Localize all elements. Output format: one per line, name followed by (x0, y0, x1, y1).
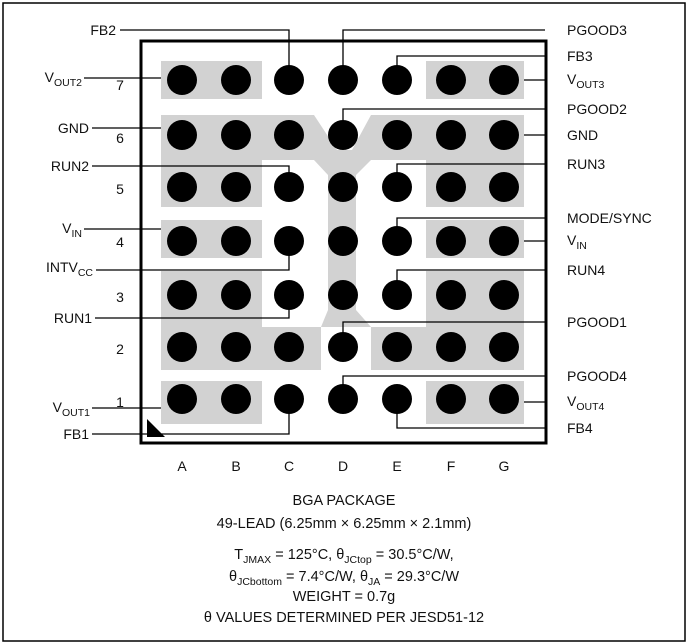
ball-F1 (436, 384, 466, 414)
ball-F4 (436, 226, 466, 256)
ball-D7 (328, 65, 358, 95)
pin1-marker (147, 419, 165, 437)
pin-label-pgood3: PGOOD3 (567, 22, 627, 38)
column-labels: A B C D E F G (177, 458, 509, 474)
ball-A3 (167, 280, 197, 310)
column-label: G (499, 458, 510, 474)
ball-D1 (328, 384, 358, 414)
pin-label-fb3: FB3 (567, 48, 593, 64)
pin-label-run2: RUN2 (51, 158, 89, 174)
pin-label-vout1: VOUT1 (53, 399, 91, 419)
pin-label-fb4: FB4 (567, 420, 593, 436)
ball-E6 (382, 120, 412, 150)
ball-B2 (221, 332, 251, 362)
ball-G4 (489, 226, 519, 256)
ball-F3 (436, 280, 466, 310)
ball-A4 (167, 226, 197, 256)
ball-F7 (436, 65, 466, 95)
pin-label-vout3: VOUT3 (567, 71, 605, 91)
ball-C5 (274, 172, 304, 202)
ball-F6 (436, 120, 466, 150)
caption-lead: 49-LEAD (6.25mm × 6.25mm × 2.1mm) (217, 516, 472, 532)
caption-package: BGA PACKAGE (293, 493, 396, 509)
ball-F5 (436, 172, 466, 202)
ball-D6 (328, 120, 358, 150)
ball-D4 (328, 226, 358, 256)
row-label: 6 (116, 130, 124, 146)
pin-label-vin-right: VIN (567, 232, 587, 252)
pin-label-gnd-right: GND (567, 127, 598, 143)
ball-G3 (489, 280, 519, 310)
caption-weight: WEIGHT = 0.7g (293, 589, 395, 605)
pin-label-pgood1: PGOOD1 (567, 314, 627, 330)
pin-label-run4: RUN4 (567, 262, 605, 278)
pin-label-intvcc: INTVCC (46, 259, 93, 279)
ball-C6 (274, 120, 304, 150)
row-label: 5 (116, 181, 124, 197)
pin-label-pgood2: PGOOD2 (567, 101, 627, 117)
ball-A1 (167, 384, 197, 414)
ball-B3 (221, 280, 251, 310)
ball-E7 (382, 65, 412, 95)
column-label: D (338, 458, 348, 474)
ball-F2 (436, 332, 466, 362)
ball-D5 (328, 172, 358, 202)
ball-A2 (167, 332, 197, 362)
ball-G7 (489, 65, 519, 95)
ball-E4 (382, 226, 412, 256)
ball-D2 (328, 332, 358, 362)
ball-B4 (221, 226, 251, 256)
ball-A5 (167, 172, 197, 202)
caption-thermal-2: θJCbottom = 7.4°C/W, θJA = 29.3°C/W (229, 569, 459, 588)
ball-A6 (167, 120, 197, 150)
pin-label-fb1: FB1 (63, 426, 89, 442)
column-label: A (177, 458, 187, 474)
ball-E5 (382, 172, 412, 202)
ball-B7 (221, 65, 251, 95)
row-label: 4 (116, 234, 124, 250)
column-label: F (447, 458, 456, 474)
caption-note: θ VALUES DETERMINED PER JESD51-12 (204, 610, 484, 626)
column-label: B (231, 458, 240, 474)
ball-G5 (489, 172, 519, 202)
row-label: 2 (116, 341, 124, 357)
ball-grid (167, 65, 519, 414)
pad-center (314, 115, 371, 327)
ball-C2 (274, 332, 304, 362)
pin-label-pgood4: PGOOD4 (567, 368, 627, 384)
row-label: 3 (116, 289, 124, 305)
ball-B5 (221, 172, 251, 202)
caption-thermal-1: TJMAX = 125°C, θJCtop = 30.5°C/W, (234, 547, 453, 566)
pin-label-vout2: VOUT2 (45, 69, 83, 89)
ball-C7 (274, 65, 304, 95)
pin-label-vout4: VOUT4 (567, 393, 605, 413)
pin-label-fb2: FB2 (90, 22, 116, 38)
ball-E2 (382, 332, 412, 362)
pin-label-gnd-left: GND (58, 120, 89, 136)
ball-D3 (328, 280, 358, 310)
pin-label-mode-sync: MODE/SYNC (567, 210, 652, 226)
ball-B1 (221, 384, 251, 414)
caption: BGA PACKAGE 49-LEAD (6.25mm × 6.25mm × 2… (204, 493, 484, 626)
ball-G1 (489, 384, 519, 414)
ball-G2 (489, 332, 519, 362)
pin-label-run1: RUN1 (54, 310, 92, 326)
row-label: 1 (116, 394, 124, 410)
ball-A7 (167, 65, 197, 95)
column-label: C (284, 458, 294, 474)
row-labels: 7 6 5 4 3 2 1 (116, 77, 124, 410)
pin-label-vin-left: VIN (62, 220, 82, 240)
pin-leader-lines (84, 29, 545, 435)
row-label: 7 (116, 77, 124, 93)
column-label: E (392, 458, 401, 474)
ball-G6 (489, 120, 519, 150)
ball-B6 (221, 120, 251, 150)
pin-label-run3: RUN3 (567, 156, 605, 172)
